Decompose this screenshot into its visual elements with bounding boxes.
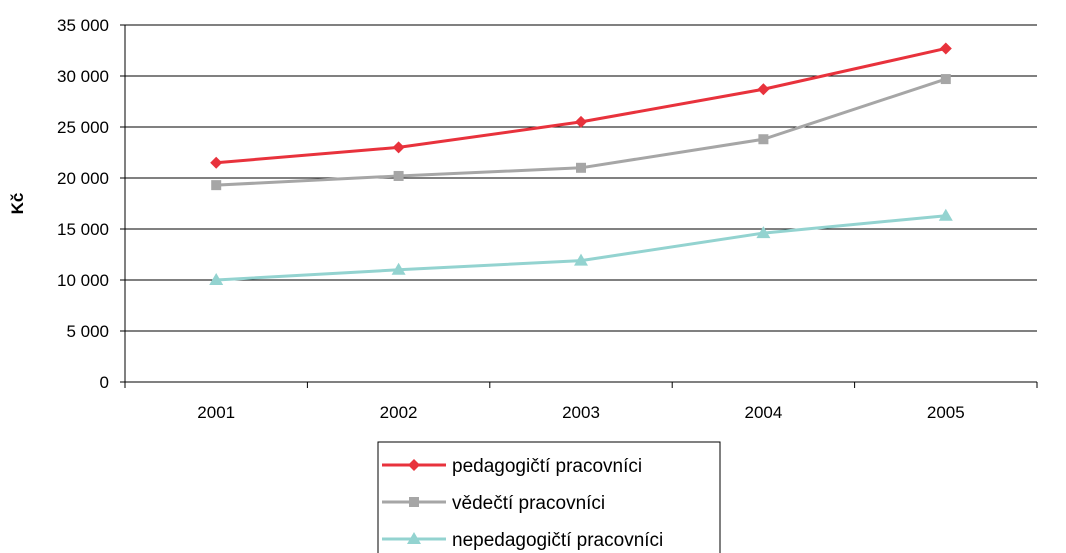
series-line <box>216 46 947 165</box>
y-axis-label: Kč <box>8 193 27 215</box>
y-tick-label: 15 000 <box>57 220 109 239</box>
y-tick-label: 30 000 <box>57 67 109 86</box>
x-tick-label: 2001 <box>197 403 235 422</box>
gridlines <box>125 24 1037 332</box>
data-point <box>758 134 769 145</box>
x-tick-label: 2003 <box>562 403 600 422</box>
y-tick-label: 5 000 <box>66 322 109 341</box>
x-tick-labels: 2001 2002 2003 2004 2005 <box>197 403 964 422</box>
legend-box <box>377 441 721 553</box>
series-2 <box>211 74 951 191</box>
data-point <box>940 74 951 85</box>
legend-item: vědečtí pracovníci <box>382 493 605 514</box>
y-tick-label: 25 000 <box>57 118 109 137</box>
legend-marker <box>408 459 420 471</box>
x-tick-label: 2004 <box>744 403 782 422</box>
legend: pedagogičtí pracovníci vědečtí pracovníci… <box>377 441 721 553</box>
y-tick-labels: 0 5 000 10 000 15 000 20 000 25 000 30 000 35 0… <box>57 16 109 392</box>
series-group <box>209 42 953 285</box>
series-3 <box>209 208 953 285</box>
data-point <box>209 273 224 285</box>
x-tick-label: 2005 <box>927 403 965 422</box>
data-point <box>939 42 952 55</box>
y-tick-label: 10 000 <box>57 271 109 290</box>
y-tick-label: 20 000 <box>57 169 109 188</box>
legend-label: vědečtí pracovníci <box>452 493 605 514</box>
data-point <box>211 180 222 191</box>
legend-label: nepedagogičtí pracovníci <box>452 530 663 551</box>
data-point <box>938 208 953 221</box>
data-point <box>756 226 771 239</box>
data-point <box>391 262 406 275</box>
data-point <box>574 253 588 266</box>
y-tick-label: 35 000 <box>57 16 109 35</box>
legend-item: nepedagogičtí pracovníci <box>382 530 663 551</box>
data-point <box>757 83 770 96</box>
legend-marker <box>409 497 419 507</box>
data-point <box>576 162 586 173</box>
legend-label: pedagogičtí pracovníci <box>452 456 642 477</box>
x-tick-label: 2002 <box>380 403 418 422</box>
legend-item: pedagogičtí pracovníci <box>382 456 642 477</box>
data-point <box>392 141 405 154</box>
legend-marker <box>407 532 421 544</box>
series-line <box>216 214 946 282</box>
y-tick-label: 0 <box>100 373 109 392</box>
data-point <box>210 156 223 169</box>
data-point <box>575 115 587 128</box>
data-point <box>393 170 404 181</box>
axes <box>120 24 1038 388</box>
series-1 <box>210 42 952 169</box>
